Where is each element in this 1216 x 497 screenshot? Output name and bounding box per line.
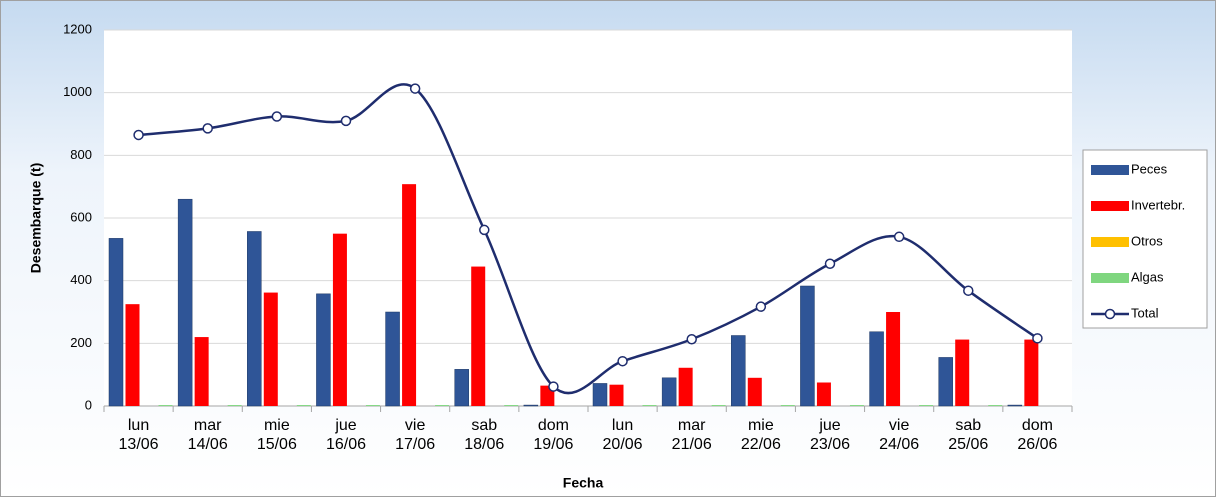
bar <box>869 331 884 407</box>
bar <box>938 357 953 407</box>
bar <box>747 377 762 406</box>
bar <box>247 231 262 407</box>
y-tick-label: 0 <box>85 397 92 412</box>
bar <box>642 405 657 406</box>
total-point <box>202 123 213 134</box>
x-tick-label: dom 19/06 <box>533 417 574 453</box>
total-point <box>1032 333 1043 344</box>
bar <box>678 367 693 406</box>
total-point <box>409 83 421 94</box>
x-tick-label: sab 18/06 <box>464 417 505 453</box>
y-tick-label: 800 <box>70 147 92 162</box>
legend-label: Invertebr. <box>1131 197 1185 212</box>
y-axis-title: Desembarque (t) <box>28 163 44 273</box>
bar <box>592 383 608 407</box>
bar <box>177 198 193 407</box>
bar <box>919 405 934 406</box>
bar <box>816 382 831 406</box>
total-point <box>340 115 352 127</box>
bar <box>296 405 311 406</box>
legend-swatch <box>1091 273 1129 283</box>
bar <box>471 266 486 406</box>
bar <box>523 404 539 407</box>
legend-label: Total <box>1131 305 1159 320</box>
x-tick-label: jue 16/06 <box>325 417 367 453</box>
bar <box>800 285 815 407</box>
x-tick-label: dom 26/06 <box>1017 417 1058 453</box>
bar <box>1024 339 1039 406</box>
bar <box>332 233 347 406</box>
legend-swatch <box>1104 308 1116 320</box>
legend-label: Peces <box>1131 161 1168 176</box>
bar <box>263 292 278 406</box>
total-point <box>479 224 490 236</box>
bar <box>108 238 124 407</box>
total-point <box>271 111 283 122</box>
x-tick-label: vie 17/06 <box>395 417 436 453</box>
bar <box>711 405 726 406</box>
x-tick-label: mar 14/06 <box>187 417 228 453</box>
bar <box>435 405 450 406</box>
bar <box>158 405 173 406</box>
x-tick-label: mie 22/06 <box>740 417 781 453</box>
y-tick-label: 400 <box>70 272 92 287</box>
bar <box>227 405 242 406</box>
legend-label: Otros <box>1131 233 1163 248</box>
legend-swatch <box>1091 237 1129 247</box>
legend-label: Algas <box>1131 269 1164 284</box>
total-point <box>824 258 836 269</box>
y-tick-label: 600 <box>70 209 92 224</box>
bar <box>194 337 209 406</box>
bar <box>504 405 519 406</box>
bar <box>316 293 331 407</box>
bar <box>609 384 624 406</box>
x-tick-label: jue 23/06 <box>809 417 851 453</box>
bar <box>661 377 677 407</box>
total-point <box>133 129 144 141</box>
legend-swatch <box>1091 165 1129 175</box>
x-axis-title: Fecha <box>563 475 604 491</box>
total-point <box>963 285 974 296</box>
x-tick-label: mie 15/06 <box>256 417 297 453</box>
bar <box>125 304 140 406</box>
x-tick-label: sab 25/06 <box>948 417 989 453</box>
total-point <box>617 355 628 367</box>
bar <box>988 405 1003 406</box>
bar <box>1007 404 1023 407</box>
bar <box>454 369 469 407</box>
total-point <box>893 231 905 243</box>
total-point <box>755 301 767 312</box>
y-tick-label: 1000 <box>63 84 92 99</box>
total-line <box>138 83 1039 395</box>
x-tick-label: vie 24/06 <box>879 417 920 453</box>
bar <box>955 339 970 406</box>
bar <box>731 335 746 407</box>
x-tick-label: mar 21/06 <box>671 417 712 453</box>
bar <box>780 405 795 406</box>
bar <box>849 405 864 406</box>
total-point <box>686 334 697 345</box>
legend-swatch <box>1091 201 1129 211</box>
x-tick-label: lun 20/06 <box>602 417 643 453</box>
bar <box>365 405 380 406</box>
bar <box>886 312 901 406</box>
total-point <box>548 381 559 392</box>
y-tick-label: 200 <box>70 335 92 350</box>
y-tick-label: 1200 <box>63 21 92 36</box>
bar <box>385 311 400 407</box>
x-tick-label: lun 13/06 <box>118 417 159 453</box>
bar <box>402 184 417 406</box>
